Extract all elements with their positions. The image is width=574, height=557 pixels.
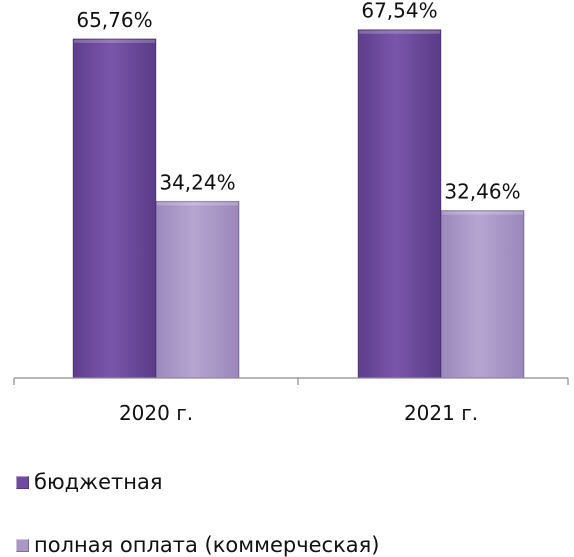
- bar-budget-2: [357, 29, 442, 379]
- bar-commercial-1: [155, 200, 240, 379]
- bar-highlight-commercial-1: [157, 202, 238, 206]
- data-label-budget-1: 65,76%: [76, 8, 152, 32]
- data-label-budget-2: 67,54%: [361, 0, 437, 23]
- data-label-commercial-2: 32,46%: [444, 180, 520, 204]
- data-label-commercial-1: 34,24%: [159, 170, 235, 194]
- bar-highlight-budget-2: [359, 30, 440, 34]
- bar-highlight-budget-1: [74, 39, 155, 43]
- bar-commercial-2: [440, 210, 525, 379]
- bar-highlight-commercial-2: [442, 211, 523, 215]
- x-tick-label-1: 2020 г.: [119, 401, 193, 425]
- bar-budget-1: [72, 38, 157, 379]
- x-tick-label-2: 2021 г.: [404, 401, 478, 425]
